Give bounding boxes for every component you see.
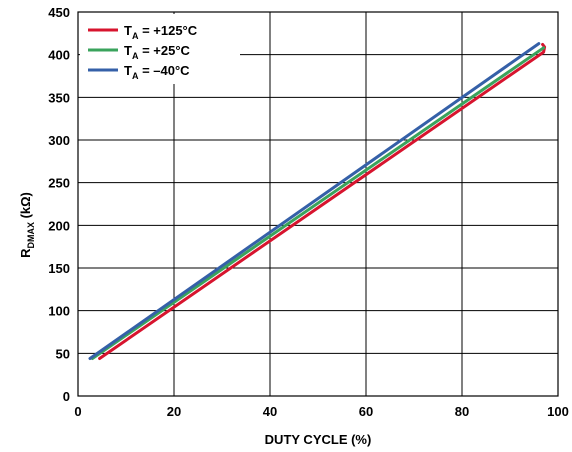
legend: TA = +125°C TA = +25°C TA = –40°C [80, 14, 240, 84]
y-axis-title-sub: DMAX [26, 222, 36, 249]
y-tick-label: 150 [48, 261, 70, 276]
legend-item-125c: TA = +125°C [88, 23, 198, 41]
y-axis-title: RDMAX (kΩ) [18, 192, 36, 258]
y-tick-label: 200 [48, 218, 70, 233]
series-line-125c [98, 42, 547, 360]
x-tick-label: 20 [167, 404, 181, 419]
legend-label-125c: TA = +125°C [124, 23, 198, 41]
series-line-25c [90, 46, 546, 360]
x-tick-label: 60 [359, 404, 373, 419]
legend-label-neg40c: TA = –40°C [124, 63, 190, 81]
series-line-neg40c [88, 42, 541, 360]
x-axis-title: DUTY CYCLE (%) [265, 432, 372, 447]
x-tick-label: 0 [74, 404, 81, 419]
y-tick-label: 450 [48, 5, 70, 20]
x-tick-label: 100 [547, 404, 569, 419]
y-axis-title-main: R [18, 248, 33, 258]
y-tick-label: 250 [48, 176, 70, 191]
y-tick-label: 0 [63, 389, 70, 404]
series-lines [88, 42, 547, 360]
y-tick-label: 400 [48, 48, 70, 63]
y-axis-title-unit: (kΩ) [18, 192, 33, 222]
y-tick-label: 100 [48, 304, 70, 319]
legend-item-25c: TA = +25°C [88, 43, 191, 61]
plot-frame [77, 11, 559, 397]
y-tick-label: 50 [56, 346, 70, 361]
x-tick-label: 80 [455, 404, 469, 419]
y-tick-labels: 0 50 100 150 200 250 300 350 400 450 [48, 5, 70, 404]
y-tick-label: 300 [48, 133, 70, 148]
x-tick-label: 40 [263, 404, 277, 419]
legend-label-25c: TA = +25°C [124, 43, 191, 61]
y-tick-label: 350 [48, 90, 70, 105]
legend-item-neg40c: TA = –40°C [88, 63, 190, 81]
x-tick-labels: 0 20 40 60 80 100 [74, 404, 568, 419]
